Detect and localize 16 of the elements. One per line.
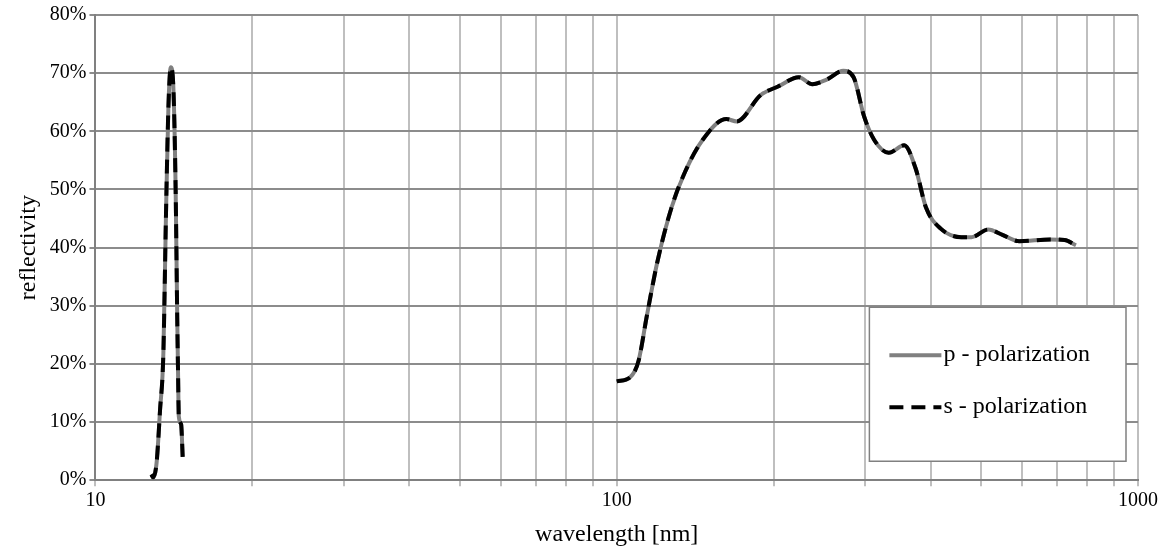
legend-label: s - polarization [943,392,1088,419]
y-tick-label: 80% [49,2,87,25]
y-tick-label: 60% [49,118,87,141]
y-axis-title: reflectivity [13,194,40,301]
y-tick-label: 30% [49,293,87,315]
y-tick-label: 0% [59,467,87,490]
y-tick-label: 40% [49,234,87,257]
x-axis-title: wavelength [nm] [535,519,699,546]
y-tick-label: 10% [49,409,87,432]
x-tick-label: 100 [601,488,632,511]
y-tick-label: 50% [49,176,87,199]
x-tick-label: 1000 [1118,488,1158,511]
x-tick-label: 10 [85,488,106,511]
y-tick-label: 70% [49,60,87,83]
legend-label: p - polarization [943,340,1091,367]
y-tick-label: 20% [49,351,87,374]
